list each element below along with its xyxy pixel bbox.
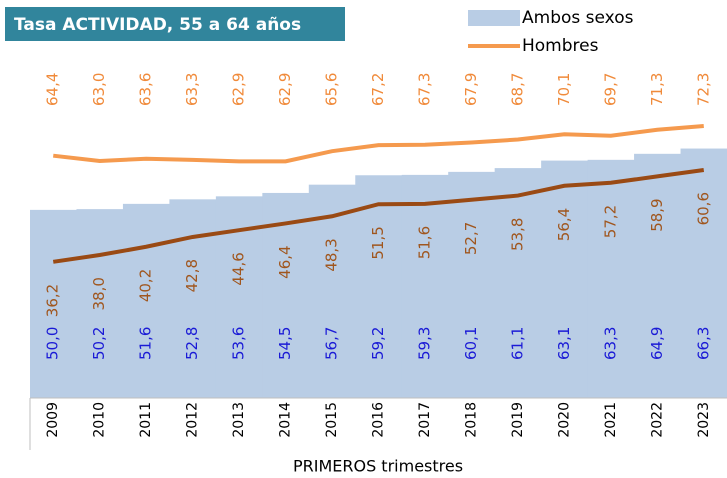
value-label: 62,9 — [230, 73, 248, 106]
value-label: 59,3 — [415, 327, 433, 360]
value-label: 53,6 — [230, 327, 248, 360]
area-step — [122, 203, 170, 398]
area-step — [494, 168, 542, 398]
value-label: 70,1 — [555, 73, 573, 106]
value-label: 67,9 — [462, 73, 480, 106]
value-label: 61,1 — [508, 327, 526, 360]
value-label: 52,7 — [462, 222, 480, 255]
legend-label: Ambos sexos — [522, 8, 634, 28]
value-label: 46,4 — [276, 245, 294, 278]
value-label: 57,2 — [601, 205, 619, 238]
value-label: 67,2 — [369, 73, 387, 106]
area-step — [355, 175, 403, 398]
value-label: 42,8 — [183, 259, 201, 292]
value-label: 56,4 — [555, 208, 573, 241]
line — [53, 123, 704, 164]
x-tick-label: 2011 — [138, 402, 154, 438]
area-step — [680, 148, 727, 398]
value-label: 65,6 — [323, 73, 341, 106]
value-label: 58,9 — [648, 198, 666, 231]
x-tick-label: 2012 — [185, 402, 201, 438]
area-step — [448, 171, 496, 398]
value-label: 48,3 — [323, 238, 341, 271]
area-step — [30, 209, 77, 398]
value-label: 63,6 — [137, 73, 155, 106]
value-label: 51,6 — [137, 327, 155, 360]
area-step — [401, 174, 449, 398]
value-label: 66,3 — [694, 327, 712, 360]
value-label: 60,1 — [462, 327, 480, 360]
area-step — [76, 209, 124, 398]
value-label: 68,7 — [508, 73, 526, 106]
value-label: 72,3 — [694, 73, 712, 106]
chart-title: Tasa ACTIVIDAD, 55 a 64 años — [14, 15, 301, 35]
x-tick-label: 2014 — [278, 402, 294, 438]
area-step — [587, 159, 635, 398]
x-tick-label: 2009 — [45, 402, 61, 438]
value-label: 64,9 — [648, 327, 666, 360]
x-tick-label: 2022 — [649, 402, 665, 438]
value-label: 67,3 — [415, 73, 433, 106]
x-tick-label: 2023 — [696, 402, 712, 438]
value-label: 71,3 — [648, 73, 666, 106]
value-label: 44,6 — [230, 252, 248, 285]
x-tick-label: 2021 — [603, 402, 619, 438]
value-label: 56,7 — [323, 327, 341, 360]
x-axis-title: PRIMEROS trimestres — [293, 457, 463, 476]
value-label: 50,0 — [44, 327, 62, 360]
legend-swatch — [468, 10, 520, 26]
value-label: 51,6 — [415, 226, 433, 259]
x-tick-label: 2010 — [92, 402, 108, 438]
area-step — [169, 199, 217, 398]
value-label: 69,7 — [601, 73, 619, 106]
value-label: 63,3 — [601, 327, 619, 360]
x-tick-label: 2017 — [417, 402, 433, 438]
x-tick-label: 2019 — [510, 402, 526, 438]
x-tick-label: 2018 — [463, 402, 479, 438]
value-label: 63,0 — [90, 73, 108, 106]
value-label: 60,6 — [694, 192, 712, 225]
value-label: 64,4 — [44, 73, 62, 106]
value-label: 53,8 — [508, 218, 526, 251]
value-label: 62,9 — [276, 73, 294, 106]
x-tick-label: 2015 — [324, 402, 340, 438]
line — [52, 168, 705, 264]
x-tick-label: 2016 — [371, 402, 387, 438]
value-label: 36,2 — [44, 284, 62, 317]
title-box — [5, 7, 345, 41]
legend-label: Hombres — [522, 36, 599, 56]
value-label: 52,8 — [183, 327, 201, 360]
value-label: 50,2 — [90, 327, 108, 360]
area-step — [541, 160, 589, 398]
value-label: 54,5 — [276, 327, 294, 360]
value-label: 38,0 — [90, 277, 108, 310]
value-label: 51,5 — [369, 226, 387, 259]
x-tick-label: 2020 — [556, 402, 572, 438]
value-label: 63,3 — [183, 73, 201, 106]
x-tick-label: 2013 — [231, 402, 247, 438]
area-step — [634, 153, 682, 398]
value-label: 40,2 — [137, 269, 155, 302]
value-label: 59,2 — [369, 327, 387, 360]
value-label: 63,1 — [555, 327, 573, 360]
